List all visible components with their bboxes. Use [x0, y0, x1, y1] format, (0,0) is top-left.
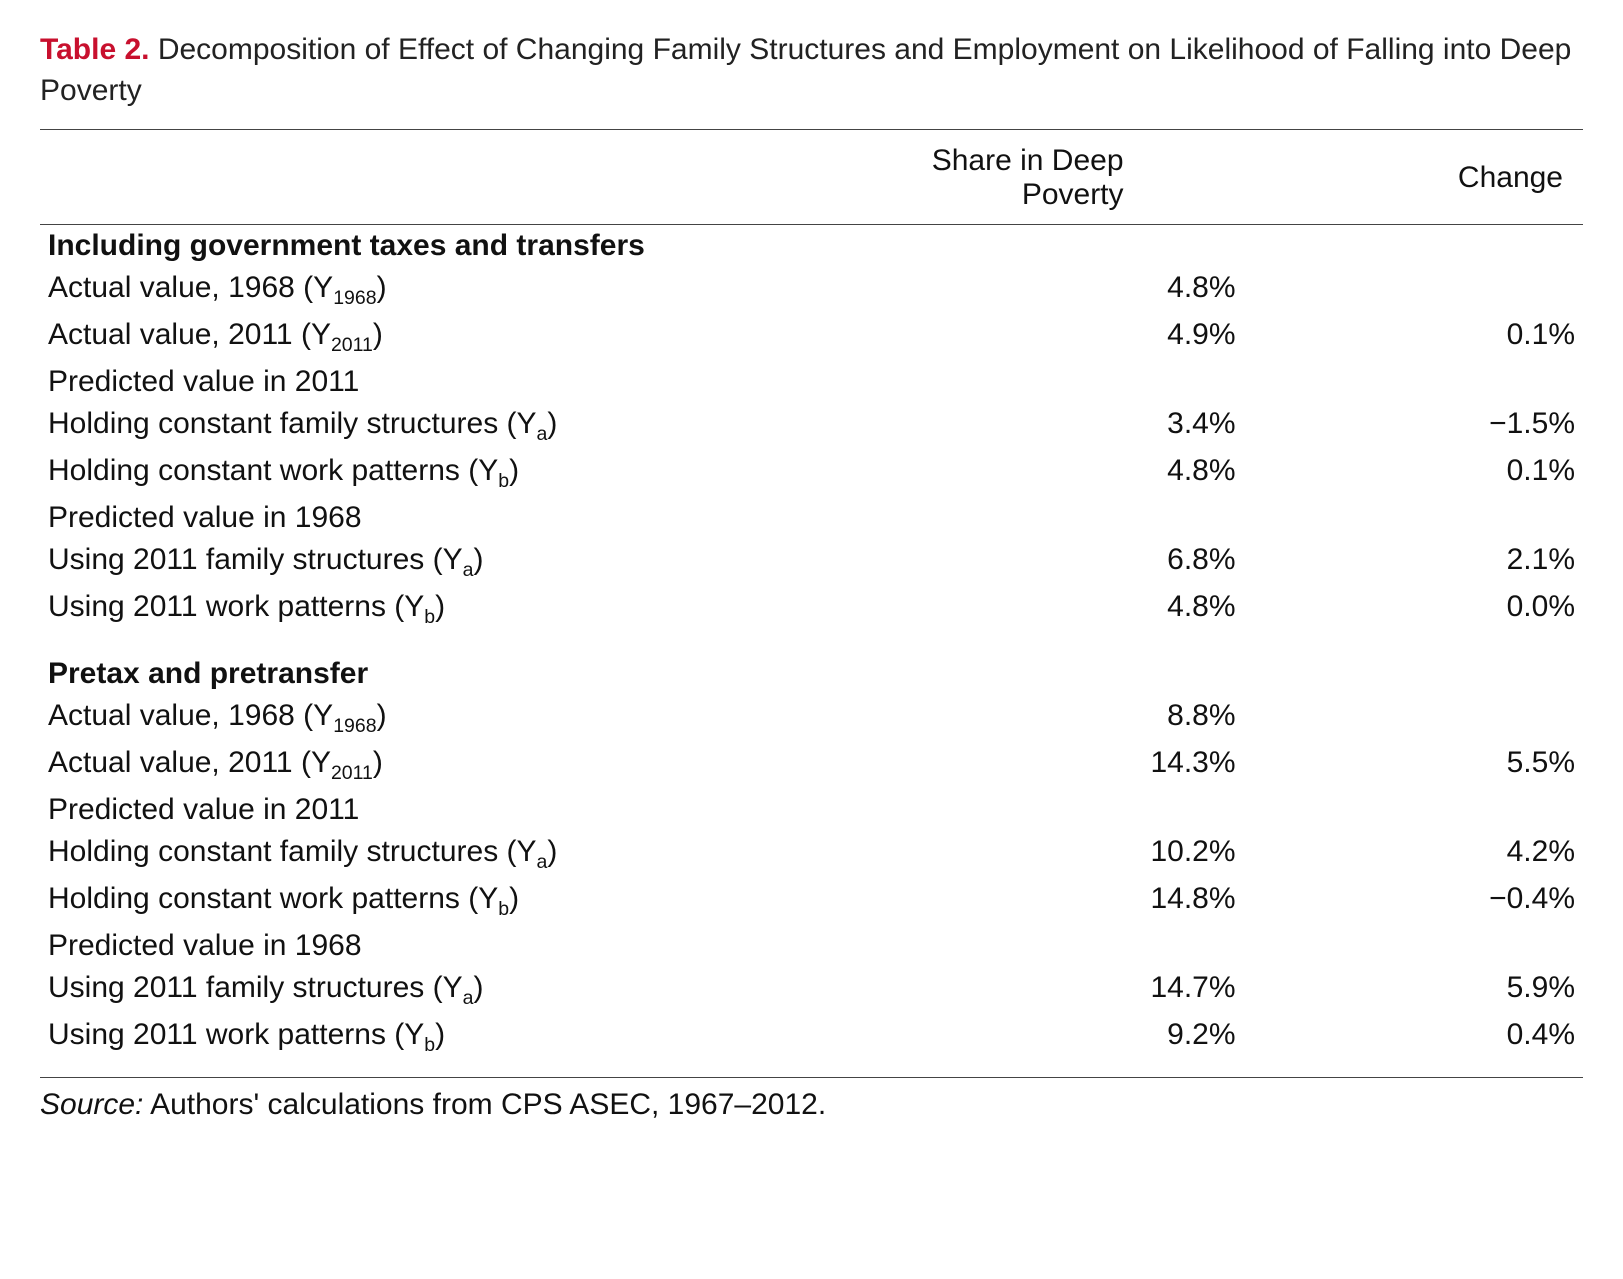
col-header-change: Change [1244, 130, 1583, 225]
row-change: 0.4% [1244, 1014, 1583, 1061]
table-row: Actual value, 2011 (Y2011)14.3%5.5% [40, 742, 1583, 789]
table-title: Table 2. Decomposition of Effect of Chan… [40, 30, 1583, 111]
row-change: 5.5% [1244, 742, 1583, 789]
table-row: Holding constant work patterns (Yb)14.8%… [40, 878, 1583, 925]
table-title-text: Decomposition of Effect of Changing Fami… [40, 33, 1571, 107]
table-row: Actual value, 2011 (Y2011)4.9%0.1% [40, 314, 1583, 361]
row-share: 6.8% [904, 539, 1243, 586]
table-row: Actual value, 1968 (Y1968)4.8% [40, 267, 1583, 314]
row-label: Using 2011 family structures (Ya) [40, 539, 904, 586]
table-row: Using 2011 work patterns (Yb)4.8%0.0% [40, 586, 1583, 633]
group-subhead-text: Predicted value in 1968 [40, 925, 1583, 967]
group-subhead-text: Predicted value in 2011 [40, 361, 1583, 403]
group-subhead: Predicted value in 1968 [40, 497, 1583, 539]
source-label: Source: [40, 1088, 143, 1121]
row-change: 5.9% [1244, 967, 1583, 1014]
row-share: 4.9% [904, 314, 1243, 361]
row-share: 14.8% [904, 878, 1243, 925]
row-label: Holding constant family structures (Ya) [40, 403, 904, 450]
section-heading: Including government taxes and transfers [40, 225, 1583, 268]
row-share: 3.4% [904, 403, 1243, 450]
row-label: Using 2011 family structures (Ya) [40, 967, 904, 1014]
row-change: 0.1% [1244, 314, 1583, 361]
table-row: Holding constant family structures (Ya)1… [40, 831, 1583, 878]
table-row: Using 2011 family structures (Ya)6.8%2.1… [40, 539, 1583, 586]
row-label: Holding constant family structures (Ya) [40, 831, 904, 878]
row-label: Using 2011 work patterns (Yb) [40, 586, 904, 633]
row-label: Holding constant work patterns (Yb) [40, 450, 904, 497]
row-share: 4.8% [904, 267, 1243, 314]
group-subhead-text: Predicted value in 2011 [40, 789, 1583, 831]
row-change: 4.2% [1244, 831, 1583, 878]
row-label: Actual value, 1968 (Y1968) [40, 267, 904, 314]
data-table: Share in Deep Poverty Change Including g… [40, 129, 1583, 1078]
row-change: 0.1% [1244, 450, 1583, 497]
row-change: 2.1% [1244, 539, 1583, 586]
source-text: Authors' calculations from CPS ASEC, 196… [150, 1088, 826, 1121]
row-change: 0.0% [1244, 586, 1583, 633]
group-subhead: Predicted value in 1968 [40, 925, 1583, 967]
table-figure: Table 2. Decomposition of Effect of Chan… [0, 0, 1623, 1152]
table-row: Using 2011 family structures (Ya)14.7%5.… [40, 967, 1583, 1014]
table-label: Table 2. [40, 33, 149, 66]
row-share: 8.8% [904, 695, 1243, 742]
row-label: Actual value, 2011 (Y2011) [40, 314, 904, 361]
row-label: Actual value, 1968 (Y1968) [40, 695, 904, 742]
header-row: Share in Deep Poverty Change [40, 130, 1583, 225]
section-heading: Pretax and pretransfer [40, 653, 1583, 695]
section-heading-text: Pretax and pretransfer [40, 653, 1583, 695]
row-share: 10.2% [904, 831, 1243, 878]
table-row: Holding constant family structures (Ya)3… [40, 403, 1583, 450]
row-share: 9.2% [904, 1014, 1243, 1061]
row-share: 4.8% [904, 586, 1243, 633]
spacer-row [40, 1061, 1583, 1078]
table-row: Actual value, 1968 (Y1968)8.8% [40, 695, 1583, 742]
row-change: −1.5% [1244, 403, 1583, 450]
group-subhead-text: Predicted value in 1968 [40, 497, 1583, 539]
spacer-row [40, 633, 1583, 653]
row-share: 4.8% [904, 450, 1243, 497]
row-label: Holding constant work patterns (Yb) [40, 878, 904, 925]
col-header-empty [40, 130, 904, 225]
group-subhead: Predicted value in 2011 [40, 361, 1583, 403]
row-change [1244, 695, 1583, 742]
table-row: Using 2011 work patterns (Yb)9.2%0.4% [40, 1014, 1583, 1061]
col-header-share: Share in Deep Poverty [904, 130, 1243, 225]
source-note: Source: Authors' calculations from CPS A… [40, 1078, 1583, 1122]
row-label: Using 2011 work patterns (Yb) [40, 1014, 904, 1061]
table-row: Holding constant work patterns (Yb)4.8%0… [40, 450, 1583, 497]
row-change [1244, 267, 1583, 314]
row-change: −0.4% [1244, 878, 1583, 925]
section-heading-text: Including government taxes and transfers [40, 225, 1583, 268]
row-share: 14.7% [904, 967, 1243, 1014]
row-share: 14.3% [904, 742, 1243, 789]
group-subhead: Predicted value in 2011 [40, 789, 1583, 831]
row-label: Actual value, 2011 (Y2011) [40, 742, 904, 789]
